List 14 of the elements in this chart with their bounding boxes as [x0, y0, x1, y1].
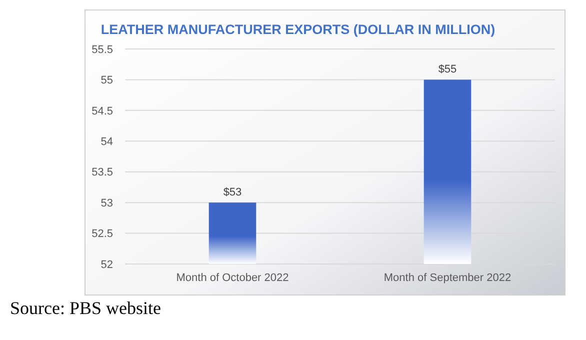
source-note: Source: PBS website — [10, 298, 162, 318]
y-tick-label: 52.5 — [92, 228, 113, 240]
y-tick-label: 52 — [100, 258, 113, 271]
x-tick-label: Month of September 2022 — [384, 272, 512, 284]
y-tick-label: 55 — [100, 74, 113, 87]
x-tick-label: Month of October 2022 — [176, 272, 289, 284]
chart-title: LEATHER MANUFACTURER EXPORTS (DOLLAR IN MILLION) — [100, 22, 496, 37]
data-label: $53 — [223, 186, 242, 199]
y-tick-label: 53.5 — [92, 166, 113, 179]
y-tick-label: 55.5 — [92, 44, 113, 56]
data-label: $55 — [438, 64, 457, 76]
y-tick-label: 54 — [100, 136, 113, 148]
y-tick-label: 53 — [100, 197, 113, 210]
y-tick-label: 54.5 — [92, 105, 113, 118]
